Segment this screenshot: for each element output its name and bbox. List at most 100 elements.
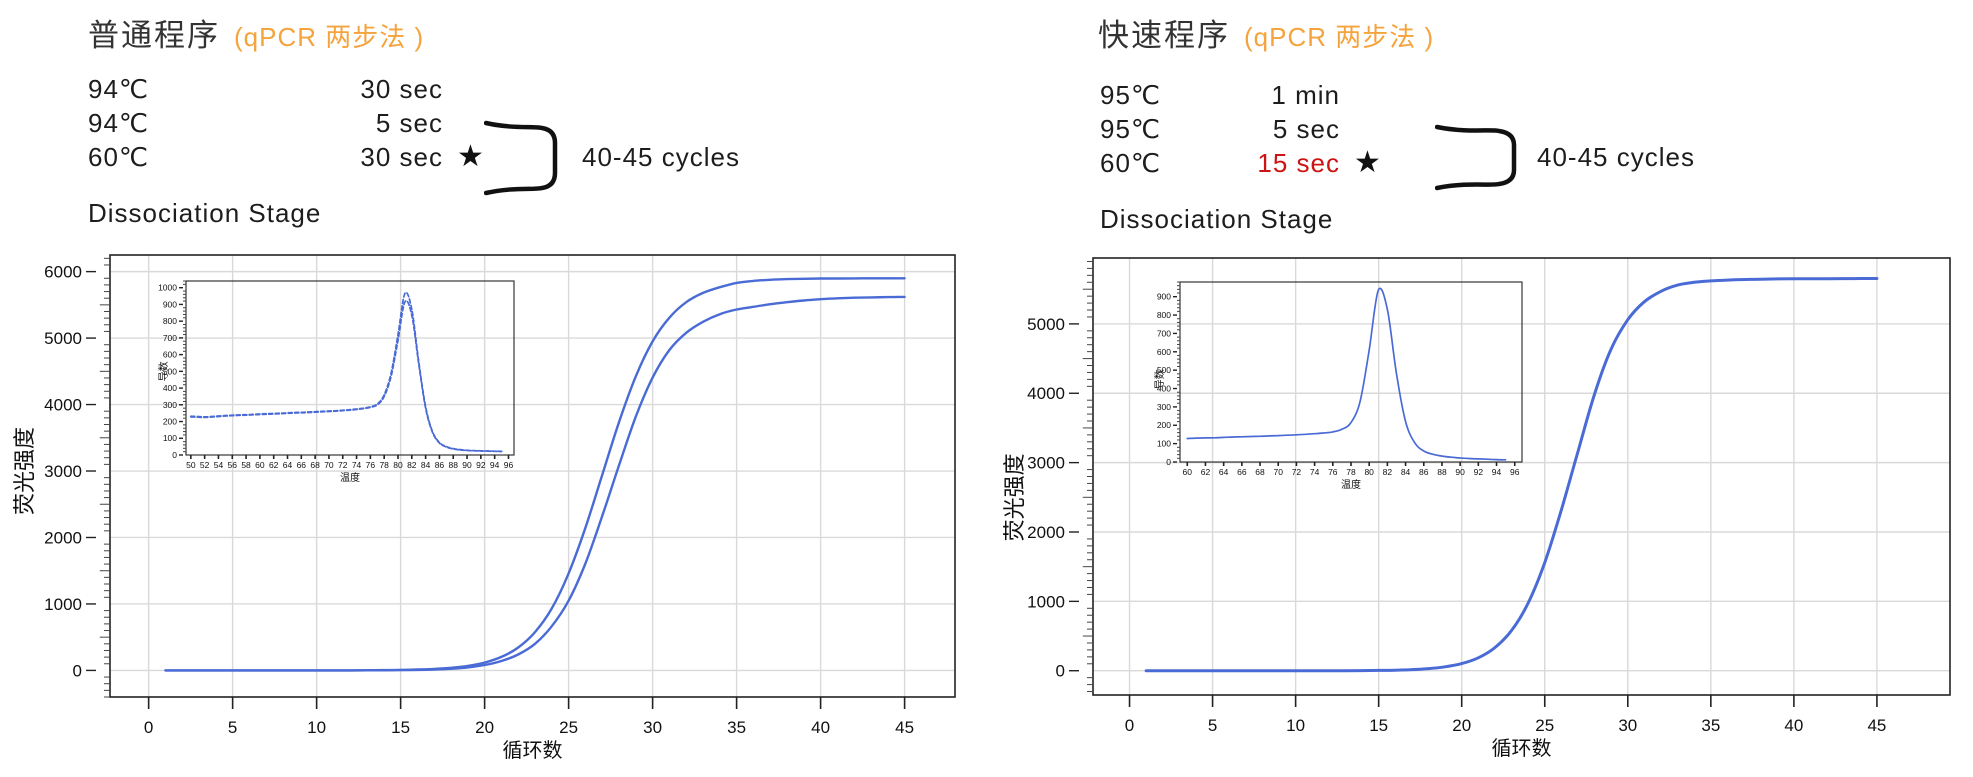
y-tick-label: 3000 [44,462,82,481]
right-protocol: 95℃ 1 min 95℃ 5 sec 60℃ 15 sec ★ Dissoci… [1100,78,1382,235]
x-tick-label: 10 [307,718,326,737]
dissociation-stage-label: Dissociation Stage [1100,204,1334,234]
right-title-text: 快速程序 [1098,18,1230,53]
y-axis-label: 导数 [157,361,170,381]
protocol-row: 60℃ 30 sec ★ [88,140,485,174]
y-tick-label: 0 [1166,457,1171,467]
x-tick-label: 90 [1455,467,1465,477]
y-tick-labels: 0 100 200 300 400 500 600 700 800 900 60 62 64 66 68 70… [1157,292,1520,477]
plot-frame [1179,281,1523,463]
x-tick-label: 5 [228,718,237,737]
x-tick-label: 80 [393,460,403,470]
x-tick-label: 68 [310,460,320,470]
x-tick-label: 92 [1474,467,1484,477]
x-axis-label: 温度 [1341,478,1361,491]
step-temperature: 94℃ [88,107,150,138]
x-tick-label: 70 [324,460,334,470]
x-tick-label: 78 [379,460,389,470]
x-axis-label: 循环数 [1492,737,1552,760]
step-time: 5 sec [375,107,443,138]
x-tick-label: 82 [1383,467,1393,477]
left-inset-chart: 0 100 200 300 400 500 600 700 800 900 1000 50 52 54 56… [157,280,515,484]
y-axis-label: 导数 [1153,369,1166,389]
y-tick-label: 0 [73,661,82,680]
x-tick-label: 74 [352,460,362,470]
series-group [1144,277,1879,673]
step-time: 1 min [1271,79,1340,110]
step-temperature: 95℃ [1100,113,1162,144]
x-tick-label: 86 [435,460,445,470]
step-time-highlighted: 15 sec [1257,147,1340,178]
x-tick-label: 96 [1510,467,1520,477]
x-tick-label: 84 [1401,467,1411,477]
step-time: 30 sec [360,141,443,172]
x-tick-label: 88 [448,460,458,470]
y-tick-label: 6000 [44,263,82,282]
dissociation-stage-label: Dissociation Stage [88,198,322,228]
cycles-bracket [484,120,558,196]
step-temperature: 60℃ [88,141,150,172]
y-tick-label: 100 [1157,439,1171,449]
y-tick-label: 0 [172,450,177,460]
x-tick-label: 76 [366,460,376,470]
y-tick-label: 600 [1157,347,1171,357]
axis-ticks [1069,260,1878,707]
x-tick-label: 45 [895,718,914,737]
y-axis-label: 荧光强度 [1002,453,1027,541]
axis-ticks [86,257,906,709]
y-tick-label: 1000 [158,283,177,293]
x-tick-label: 20 [475,718,494,737]
protocol-row: 95℃ 5 sec [1100,112,1382,146]
x-tick-label: 82 [407,460,417,470]
y-tick-label: 500 [163,366,177,376]
x-tick-label: 50 [186,460,196,470]
x-tick-label: 86 [1419,467,1429,477]
y-tick-label: 2000 [1027,523,1065,542]
star-icon: ★ [1354,146,1382,179]
gridlines [1093,258,1950,695]
series-group [164,277,906,672]
y-tick-label: 5000 [44,329,82,348]
x-tick-label: 90 [462,460,472,470]
y-tick-label: 1000 [44,595,82,614]
right-title-method-tag: (qPCR 两步法 ) [1244,22,1435,52]
y-tick-label: 1000 [1027,592,1065,611]
melt-curve [1186,287,1507,461]
y-tick-label: 400 [163,383,177,393]
x-tick-label: 68 [1255,467,1265,477]
amplification-curve [1144,277,1879,673]
x-tick-label: 72 [1292,467,1302,477]
y-tick-label: 800 [1157,310,1171,320]
x-tick-label: 72 [338,460,348,470]
x-tick-label: 60 [255,460,265,470]
x-tick-label: 94 [1492,467,1502,477]
cycles-count-label: 40-45 cycles [1537,142,1695,172]
x-tick-label: 20 [1452,716,1471,735]
series-group [1186,287,1507,461]
y-tick-label: 400 [1157,384,1171,394]
step-time: 30 sec [360,73,443,104]
y-tick-label: 300 [163,400,177,410]
x-axis-label: 循环数 [503,739,563,762]
y-tick-label: 4000 [1027,384,1065,403]
x-tick-label: 40 [1784,716,1803,735]
x-tick-label: 0 [1125,716,1134,735]
x-tick-label: 96 [504,460,514,470]
y-tick-label: 200 [1157,420,1171,430]
x-tick-label: 94 [490,460,500,470]
x-tick-label: 70 [1273,467,1283,477]
x-tick-label: 15 [391,718,410,737]
y-axis-label: 荧光强度 [12,427,37,515]
x-tick-label: 80 [1364,467,1374,477]
x-tick-label: 5 [1208,716,1217,735]
x-tick-label: 60 [1183,467,1193,477]
x-tick-label: 64 [283,460,293,470]
x-tick-label: 64 [1219,467,1229,477]
y-tick-label: 900 [163,299,177,309]
y-tick-label: 2000 [44,528,82,547]
x-tick-label: 10 [1286,716,1305,735]
x-tick-label: 62 [269,460,279,470]
plot-frame [109,254,956,698]
